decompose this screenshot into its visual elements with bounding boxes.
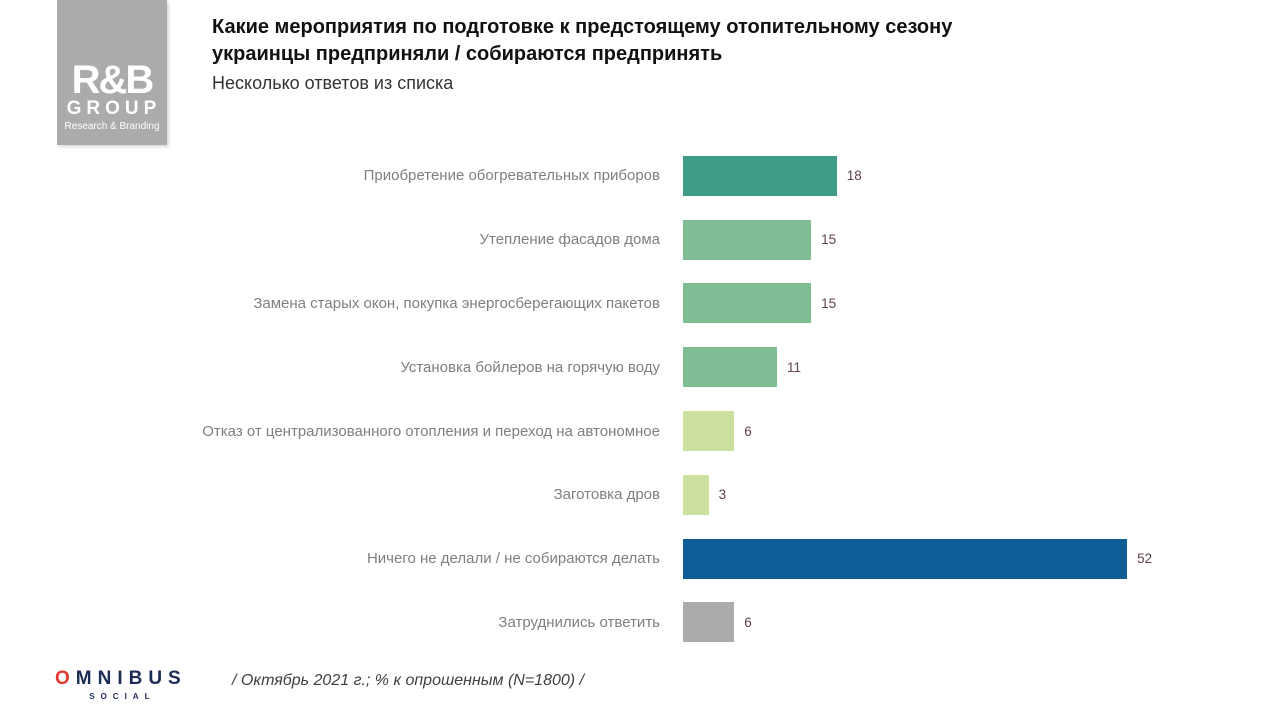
bar-value-label: 15 <box>821 232 837 248</box>
bar <box>683 602 735 643</box>
category-label: Отказ от централизованного отопления и п… <box>202 422 660 440</box>
category-label: Ничего не делали / не собираются делать <box>366 550 660 568</box>
footer: OMNIBUS SOCIAL / Октябрь 2021 г.; % к оп… <box>0 660 1280 720</box>
rb-logo-name: R&B <box>71 58 155 102</box>
bar-value-label: 18 <box>846 168 862 184</box>
bar <box>683 219 812 260</box>
category-label: Затруднились ответить <box>498 613 660 631</box>
chart-row: Затруднились ответить 6 <box>40 591 1240 655</box>
chart-row: Приобретение обогревательных приборов 18 <box>40 144 1240 208</box>
rb-logo-group: GROUP <box>66 98 162 119</box>
bar-area: 11 <box>683 347 801 388</box>
bar <box>683 411 735 452</box>
bar-area: 6 <box>683 411 752 452</box>
bar-area: 3 <box>683 474 727 515</box>
bar <box>683 538 1128 579</box>
category-label: Замена старых окон, покупка энергосберег… <box>253 294 660 312</box>
bar-area: 18 <box>683 155 862 196</box>
omnibus-rest: MNIBUS <box>75 668 187 689</box>
bar-value-label: 3 <box>718 487 727 503</box>
page-title: Какие мероприятия по подготовке к предст… <box>212 14 1112 68</box>
omnibus-o: O <box>55 668 76 689</box>
bar-value-label: 6 <box>744 423 752 439</box>
page-title-line2: украинцы предприняли / собираются предпр… <box>212 43 723 65</box>
bar-area: 52 <box>683 538 1153 579</box>
chart-row: Ничего не делали / не собираются делать 5… <box>40 527 1240 591</box>
header: Какие мероприятия по подготовке к предст… <box>212 14 1112 95</box>
chart-row: Установка бойлеров на горячую воду 11 <box>40 335 1240 399</box>
page-title-line1: Какие мероприятия по подготовке к предст… <box>212 16 953 38</box>
bar-value-label: 6 <box>744 614 752 630</box>
category-label: Утепление фасадов дома <box>479 231 660 249</box>
bar-value-label: 15 <box>821 295 837 311</box>
category-label: Приобретение обогревательных приборов <box>363 167 660 185</box>
page-subtitle: Несколько ответов из списка <box>212 73 454 93</box>
chart-row: Утепление фасадов дома 15 <box>40 208 1240 272</box>
bar-area: 15 <box>683 219 837 260</box>
bar <box>683 474 709 515</box>
chart-row: Отказ от централизованного отопления и п… <box>40 399 1240 463</box>
bar-value-label: 11 <box>786 359 801 375</box>
bar-area: 6 <box>683 602 752 643</box>
bar <box>683 155 837 196</box>
bar-value-label: 52 <box>1137 551 1153 567</box>
category-label: Заготовка дров <box>553 486 660 504</box>
bar <box>683 283 812 324</box>
chart-row: Замена старых окон, покупка энергосберег… <box>40 272 1240 336</box>
bar-area: 15 <box>683 283 837 324</box>
source-note: / Октябрь 2021 г.; % к опрошенным (N=180… <box>232 672 584 689</box>
chart-rows: Приобретение обогревательных приборов 18 У… <box>40 144 1240 654</box>
omnibus-social-label: SOCIAL <box>89 692 156 701</box>
rb-group-logo: R&B GROUP Research & Branding <box>57 0 167 145</box>
bar <box>683 347 777 388</box>
omnibus-wordmark: OMNIBUS <box>55 668 187 690</box>
category-label: Установка бойлеров на горячую воду <box>400 358 660 376</box>
bar-chart: Приобретение обогревательных приборов 18 У… <box>40 144 1240 654</box>
omnibus-logo: OMNIBUS SOCIAL <box>55 668 187 701</box>
chart-row: Заготовка дров 3 <box>40 463 1240 527</box>
rb-logo-tagline: Research & Branding <box>64 121 160 132</box>
